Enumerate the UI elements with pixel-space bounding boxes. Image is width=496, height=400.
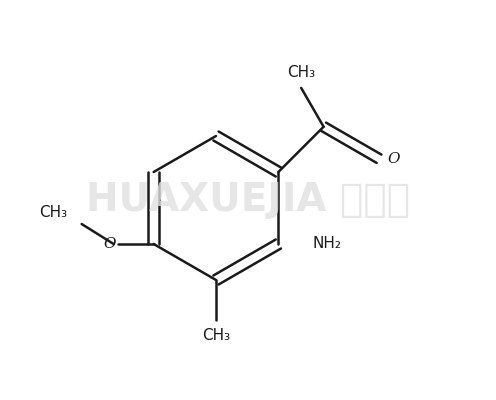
Text: CH₃: CH₃ xyxy=(40,205,67,220)
Text: CH₃: CH₃ xyxy=(202,328,230,343)
Text: O: O xyxy=(387,152,400,166)
Text: O: O xyxy=(103,237,116,251)
Text: HUAXUEJIA 化学加: HUAXUEJIA 化学加 xyxy=(86,181,410,219)
Text: NH₂: NH₂ xyxy=(312,236,341,252)
Text: CH₃: CH₃ xyxy=(287,65,315,80)
